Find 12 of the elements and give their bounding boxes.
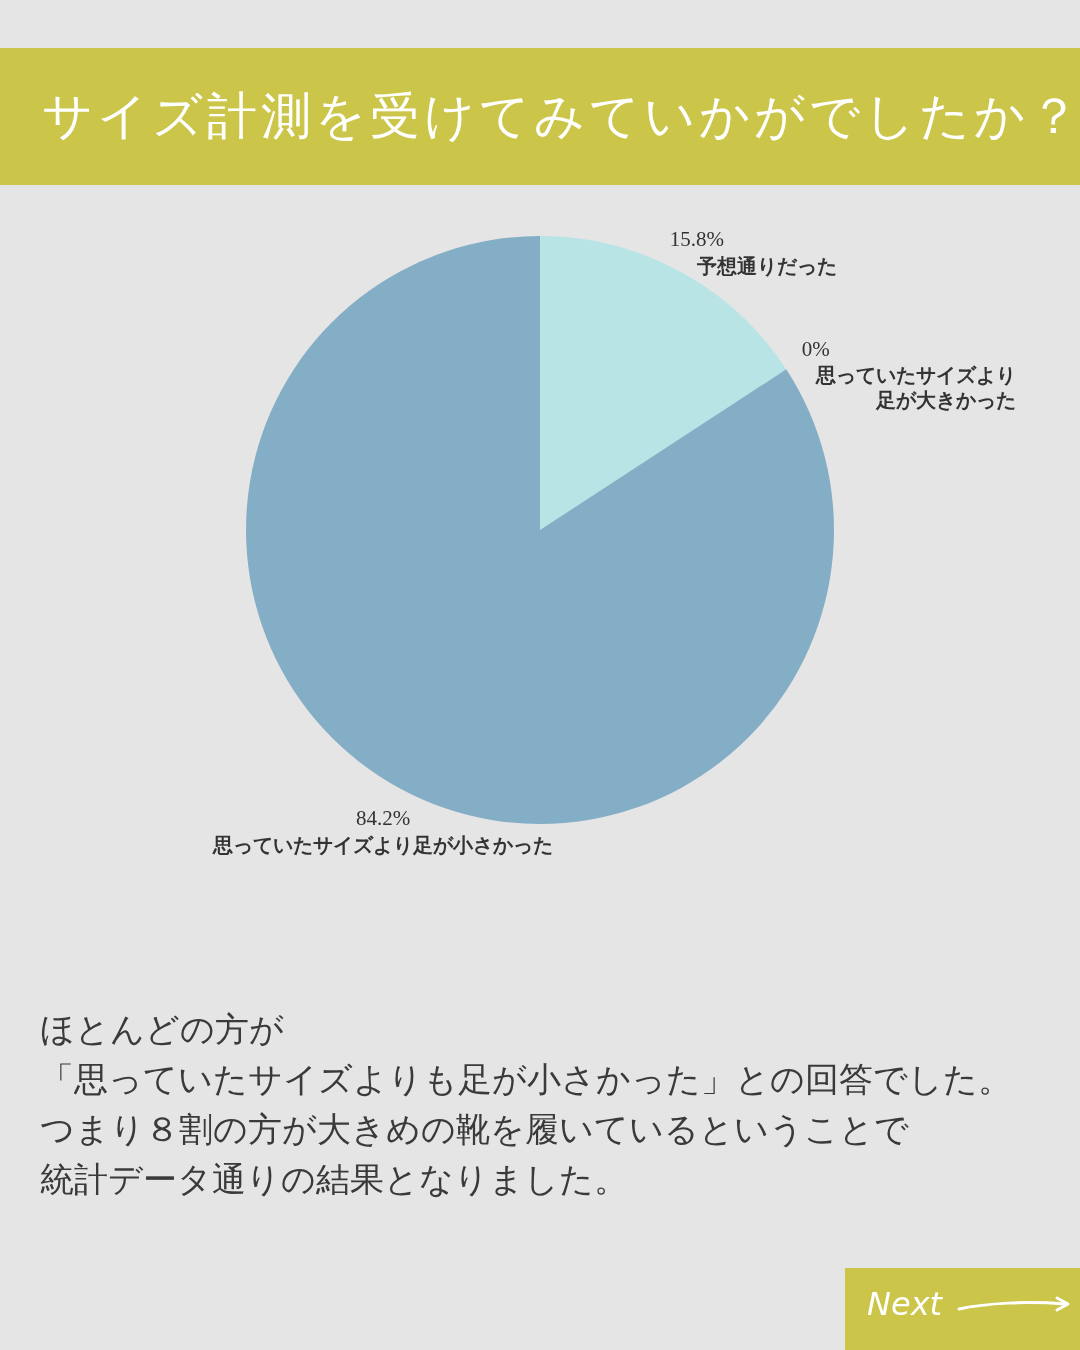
text: ほとんどの方が [40,1008,285,1051]
data-label: 84.2% [356,806,411,831]
text: 「思っていたサイズよりも足が小さかった」との回答でした。 [40,1058,1012,1101]
slice-label: 思っていたサイズより足が小さかった [212,832,554,857]
text: 統計データ通りの結果となりました。 [40,1158,629,1201]
category-label: 思っていたサイズより足が大きかった [815,363,1016,413]
slice-label: 予想通りだった [695,253,837,278]
next-button: Next [845,1268,1080,1350]
text: 0% [801,336,830,361]
data-label: 15.8% [669,226,724,251]
chart-title: サイズ計測を受けてみていかがでしたか？ [42,86,1080,147]
text: つまり８割の方が大きめの靴を履いているということで [40,1108,910,1151]
